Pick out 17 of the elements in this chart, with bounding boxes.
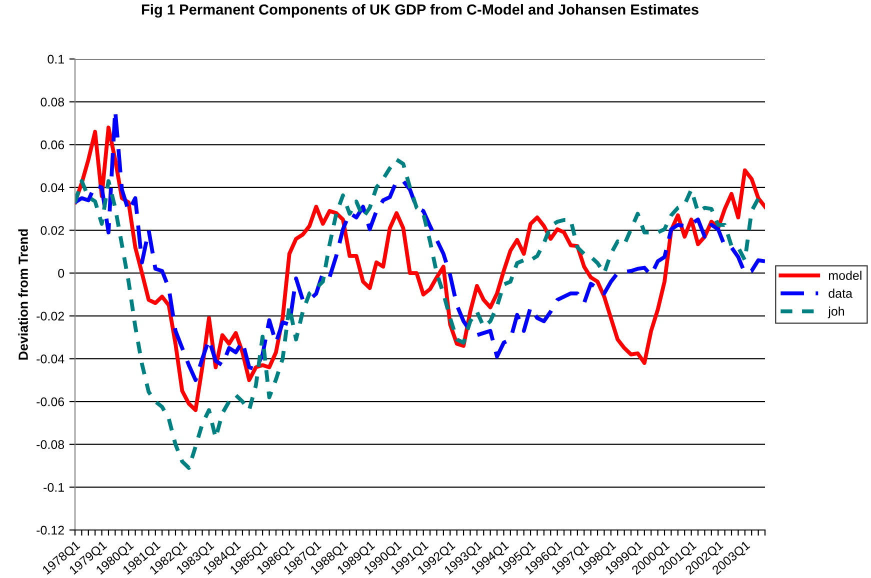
y-tick-label: 0.04 xyxy=(40,183,64,192)
y-tick-label: -0.08 xyxy=(36,440,64,450)
legend-label: joh xyxy=(828,306,844,318)
chart-title: Fig 1 Permanent Components of UK GDP from C-Model and Johansen Estimates xyxy=(142,4,698,18)
y-tick-label: -0.06 xyxy=(36,397,64,406)
y-tick-label: 0.02 xyxy=(40,226,64,235)
y-tick-label: -0.02 xyxy=(36,312,64,321)
y-tick-label: 0.1 xyxy=(48,54,64,64)
y-tick-label: -0.12 xyxy=(36,526,64,535)
y-tick-label: 0.06 xyxy=(40,140,64,150)
y-tick-label: 0 xyxy=(58,268,64,278)
legend-label: model xyxy=(828,270,862,280)
legend-label: data xyxy=(828,288,852,298)
y-tick-label: -0.1 xyxy=(44,482,64,492)
y-tick-label: 0.08 xyxy=(40,98,64,106)
y-tick-label: -0.04 xyxy=(36,354,64,364)
y-axis-title: Deviation from Trend xyxy=(18,229,28,360)
